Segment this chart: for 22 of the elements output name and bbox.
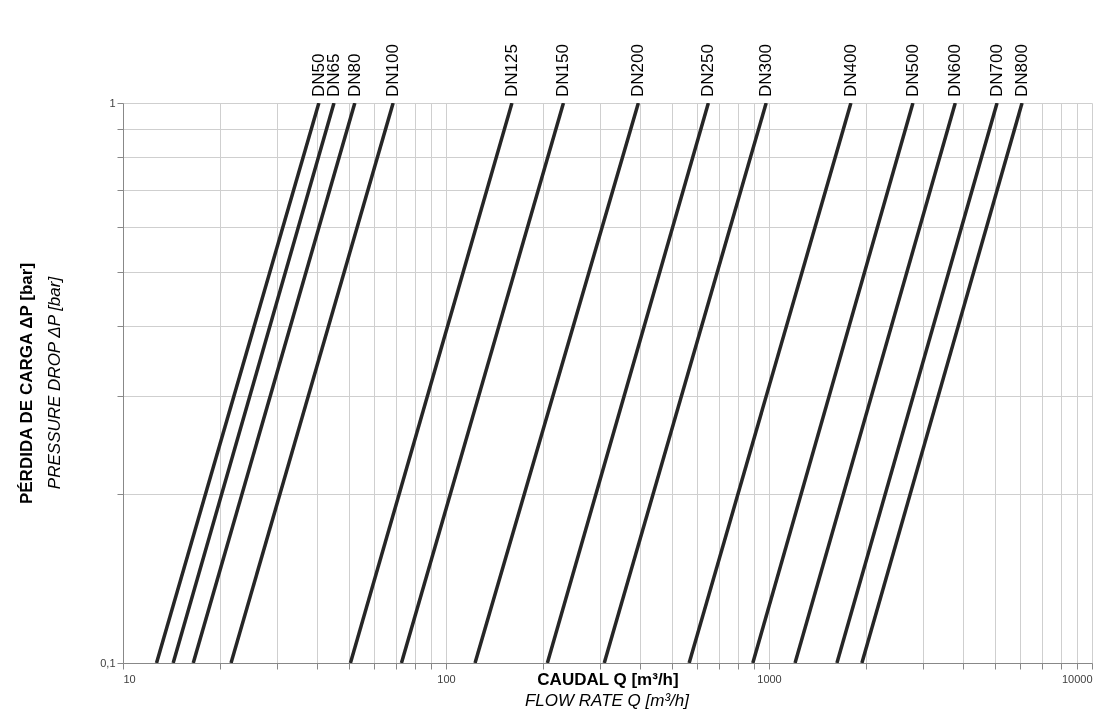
text: DN125 — [501, 44, 521, 97]
text: DN200 — [628, 44, 648, 97]
text: DN80 — [344, 53, 364, 97]
text: DN100 — [383, 44, 403, 97]
x-tick-label: 1000 — [757, 672, 782, 685]
x-tick-label: 100 — [437, 672, 456, 685]
x-tick-label: 10000 — [1061, 672, 1093, 685]
text: DN500 — [902, 44, 922, 97]
text: DN300 — [756, 44, 776, 97]
text: DN800 — [1012, 44, 1032, 97]
text: PRESSURE DROP ΔP [bar] — [45, 275, 64, 490]
text: DN400 — [840, 44, 860, 97]
text: DN700 — [987, 44, 1007, 97]
y-tick-label: 0,1 — [100, 656, 116, 669]
text: FLOW RATE Q [m³/h] — [524, 691, 691, 710]
y-tick-label: 1 — [109, 96, 116, 109]
x-axis-title: CAUDAL Q [m³/h] — [537, 669, 679, 689]
x-tick-label: 10 — [123, 672, 136, 685]
y-axis-title: PÉRDIDA DE CARGA ΔP [bar] — [16, 262, 36, 505]
text: DN150 — [553, 44, 573, 97]
text: DN250 — [698, 44, 718, 97]
text: DN600 — [945, 44, 965, 97]
